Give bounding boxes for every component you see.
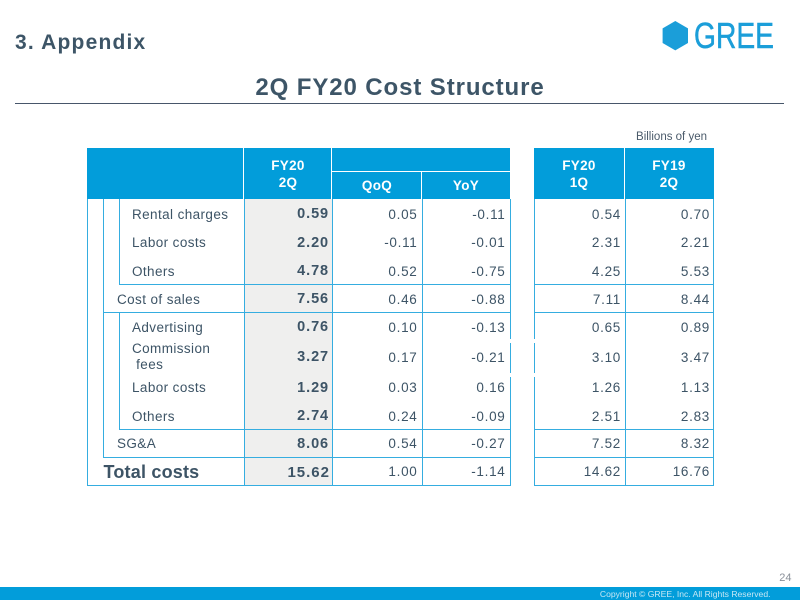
svg-text:GREE: GREE — [694, 15, 774, 56]
